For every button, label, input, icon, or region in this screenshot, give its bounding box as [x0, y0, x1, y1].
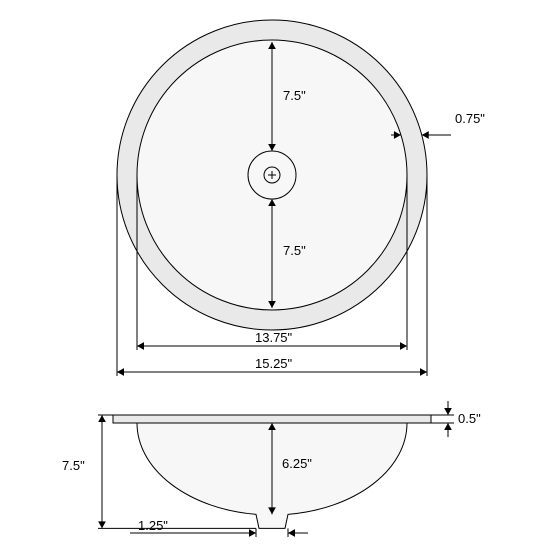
svg-text:0.5": 0.5" — [458, 411, 481, 426]
svg-text:7.5": 7.5" — [283, 88, 306, 103]
svg-text:1.25": 1.25" — [138, 518, 168, 533]
svg-text:0.75": 0.75" — [455, 111, 485, 126]
svg-text:7.5": 7.5" — [283, 243, 306, 258]
svg-text:7.5": 7.5" — [62, 458, 85, 473]
svg-text:15.25": 15.25" — [255, 356, 293, 371]
svg-text:13.75": 13.75" — [255, 330, 293, 345]
svg-text:6.25": 6.25" — [282, 456, 312, 471]
